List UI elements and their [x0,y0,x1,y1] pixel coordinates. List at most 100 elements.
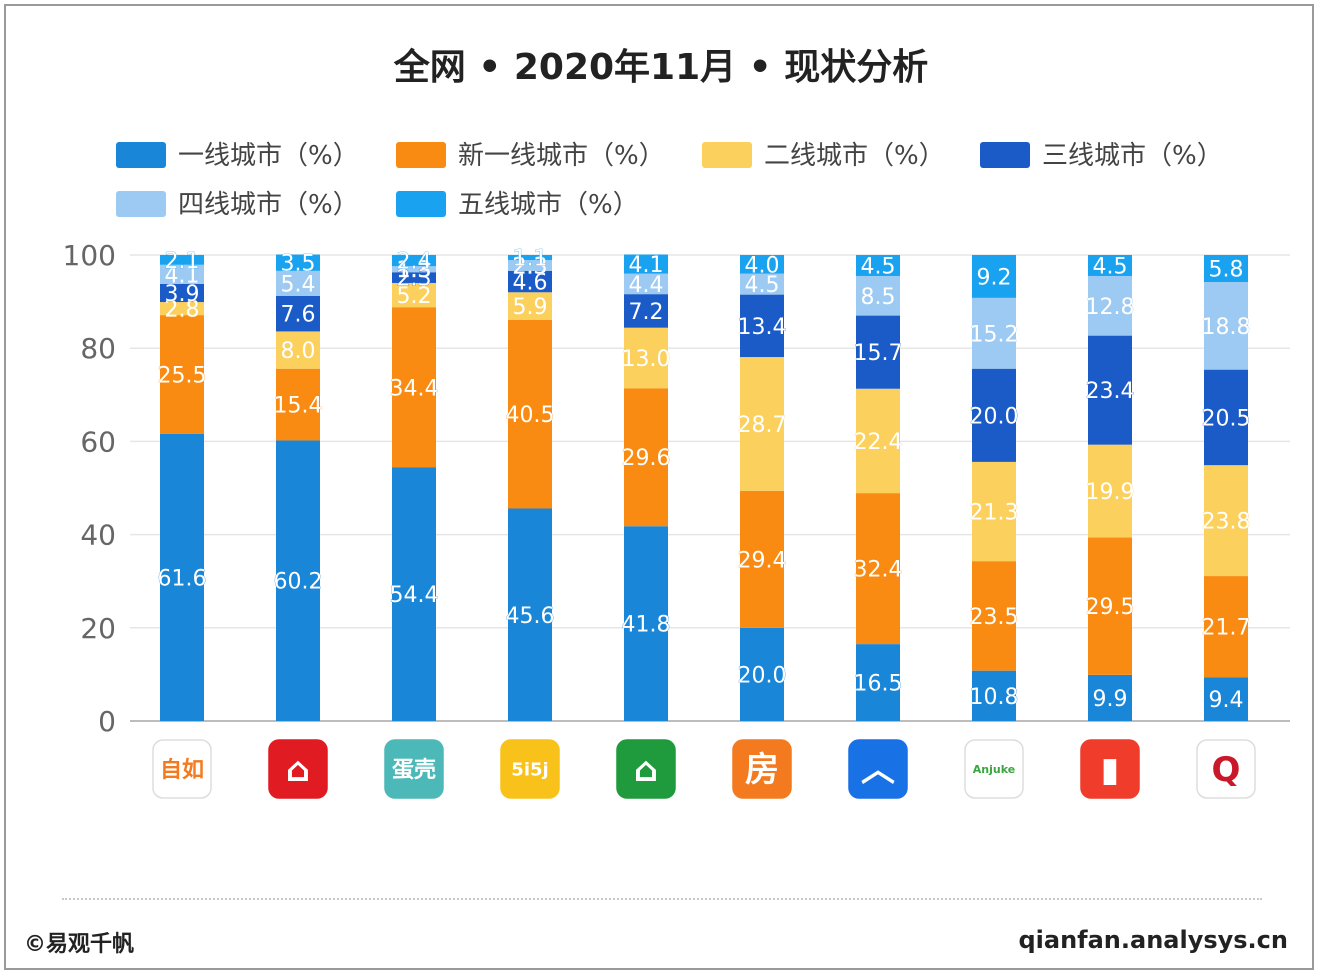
legend-label-4: 三线城市（%） [1042,141,1223,171]
bar-segment-3-2 [392,307,436,468]
bar-segment-9-1 [1088,674,1132,721]
data-label-8-6: 9.2 [977,265,1012,290]
bar-segment-6-1 [740,627,784,721]
bar-segment-9-4 [1088,335,1132,445]
data-label-6-4: 13.4 [738,315,787,340]
bar-segment-7-6 [856,255,900,276]
data-label-1-4: 3.9 [165,282,200,307]
bar-segment-10-5 [1204,282,1248,370]
legend-swatch-2 [396,142,446,168]
y-tick-label-80: 80 [80,332,116,365]
y-axis: 0 20 40 60 80 100 [63,239,116,738]
data-label-1-6: 2.1 [165,249,200,274]
bar-segment-2-3 [276,331,320,369]
fang-app-icon: 房 [732,739,792,799]
data-label-7-5: 8.5 [861,285,896,310]
data-label-8-3: 21.3 [970,501,1019,526]
legend-label-5: 四线城市（%） [178,190,359,220]
footer-source: ©易观千帆 [24,932,135,957]
data-label-9-1: 9.9 [1093,687,1128,712]
bar-segment-6-4 [740,294,784,358]
data-label-10-3: 23.8 [1202,510,1251,535]
data-label-7-4: 15.7 [854,341,903,366]
bar-segment-3-5 [392,266,436,273]
y-tick-label-40: 40 [80,519,116,552]
data-label-1-5: 4.1 [165,263,200,288]
data-label-5-1: 41.8 [622,613,671,638]
bar-segment-3-6 [392,255,436,267]
bar-segment-6-3 [740,357,784,491]
app-icons: 自如 ⌂ 蛋壳 5i5j ⌂ 房 ︿ Anjuke ▮ Q [152,739,1256,799]
q-logo-app-icon: Q [1196,739,1256,799]
bar-segment-8-4 [972,368,1016,462]
bar-segment-3-3 [392,282,436,308]
data-label-2-1: 60.2 [274,570,323,595]
data-label-3-6: 2.4 [397,250,432,275]
bar-segment-10-3 [1204,465,1248,577]
data-label-9-6: 4.5 [1093,254,1128,279]
legend-swatch-5 [116,191,166,217]
red-book-app-icon: ▮ [1080,739,1140,799]
data-label-3-4: 2.3 [397,267,432,292]
legend-label-1: 一线城市（%） [178,141,359,171]
bar-segment-7-2 [856,493,900,645]
data-label-4-1: 45.6 [506,604,555,629]
bar-segment-8-2 [972,561,1016,671]
data-label-7-6: 4.5 [861,254,896,279]
data-label-7-3: 22.4 [854,430,903,455]
svg-text:5i5j: 5i5j [511,759,548,780]
legend-label-2: 新一线城市（%） [458,141,665,171]
data-label-4-4: 4.6 [513,271,548,296]
bar-segment-2-1 [276,440,320,721]
ziroom-app-icon: 自如 [152,739,212,799]
bar-segment-5-6 [624,254,668,274]
y-tick-label-20: 20 [80,612,116,645]
data-label-7-2: 32.4 [854,558,903,583]
bar-segment-1-6 [160,255,204,265]
data-label-3-1: 54.4 [390,583,439,608]
y-tick-label-100: 100 [63,239,116,272]
svg-text:Anjuke: Anjuke [973,763,1015,776]
data-label-5-6: 4.1 [629,253,664,278]
data-labels: 61.625.52.83.94.12.160.215.48.07.65.43.5… [157,246,1251,713]
5i5j-app-icon: 5i5j [500,739,560,799]
bar-segment-2-6 [276,254,320,271]
data-label-4-2: 40.5 [506,403,555,428]
bar-segment-8-3 [972,461,1016,562]
data-label-2-6: 3.5 [281,252,316,277]
data-label-3-3: 5.2 [397,284,432,309]
bar-segment-9-6 [1088,255,1132,276]
teal-egg-app-icon: 蛋壳 [384,739,444,799]
data-label-10-5: 18.8 [1202,315,1251,340]
green-house-app-icon: ⌂ [616,739,676,799]
data-label-9-5: 12.8 [1086,295,1135,320]
bar-segment-6-5 [740,273,784,295]
bar-segment-8-6 [972,255,1016,298]
data-label-8-4: 20.0 [970,404,1019,429]
legend-swatch-1 [116,142,166,168]
data-label-1-3: 2.8 [165,298,200,323]
bar-segment-10-6 [1204,255,1248,283]
data-label-5-2: 29.6 [622,446,671,471]
footer-divider [62,898,1262,900]
legend-swatch-3 [702,142,752,168]
bar-segment-9-5 [1088,275,1132,336]
bar-segment-4-6 [508,255,552,261]
bar-segment-1-5 [160,264,204,284]
data-label-10-2: 21.7 [1202,616,1251,641]
bar-segment-4-3 [508,292,552,320]
data-label-8-1: 10.8 [970,685,1019,710]
blue-roof-app-icon: ︿ [848,739,908,799]
legend-swatch-4 [980,142,1030,168]
y-tick-label-60: 60 [80,425,116,458]
data-label-2-3: 8.0 [281,339,316,364]
bar-segment-2-4 [276,296,320,332]
svg-text:Q: Q [1212,750,1241,790]
bar-segment-5-3 [624,327,668,389]
data-label-10-4: 20.5 [1202,406,1251,431]
data-label-2-2: 15.4 [274,394,323,419]
data-label-6-6: 4.0 [745,253,780,278]
bar-segment-5-4 [624,294,668,328]
bar-segment-3-4 [392,272,436,283]
bar-segment-10-2 [1204,576,1248,678]
